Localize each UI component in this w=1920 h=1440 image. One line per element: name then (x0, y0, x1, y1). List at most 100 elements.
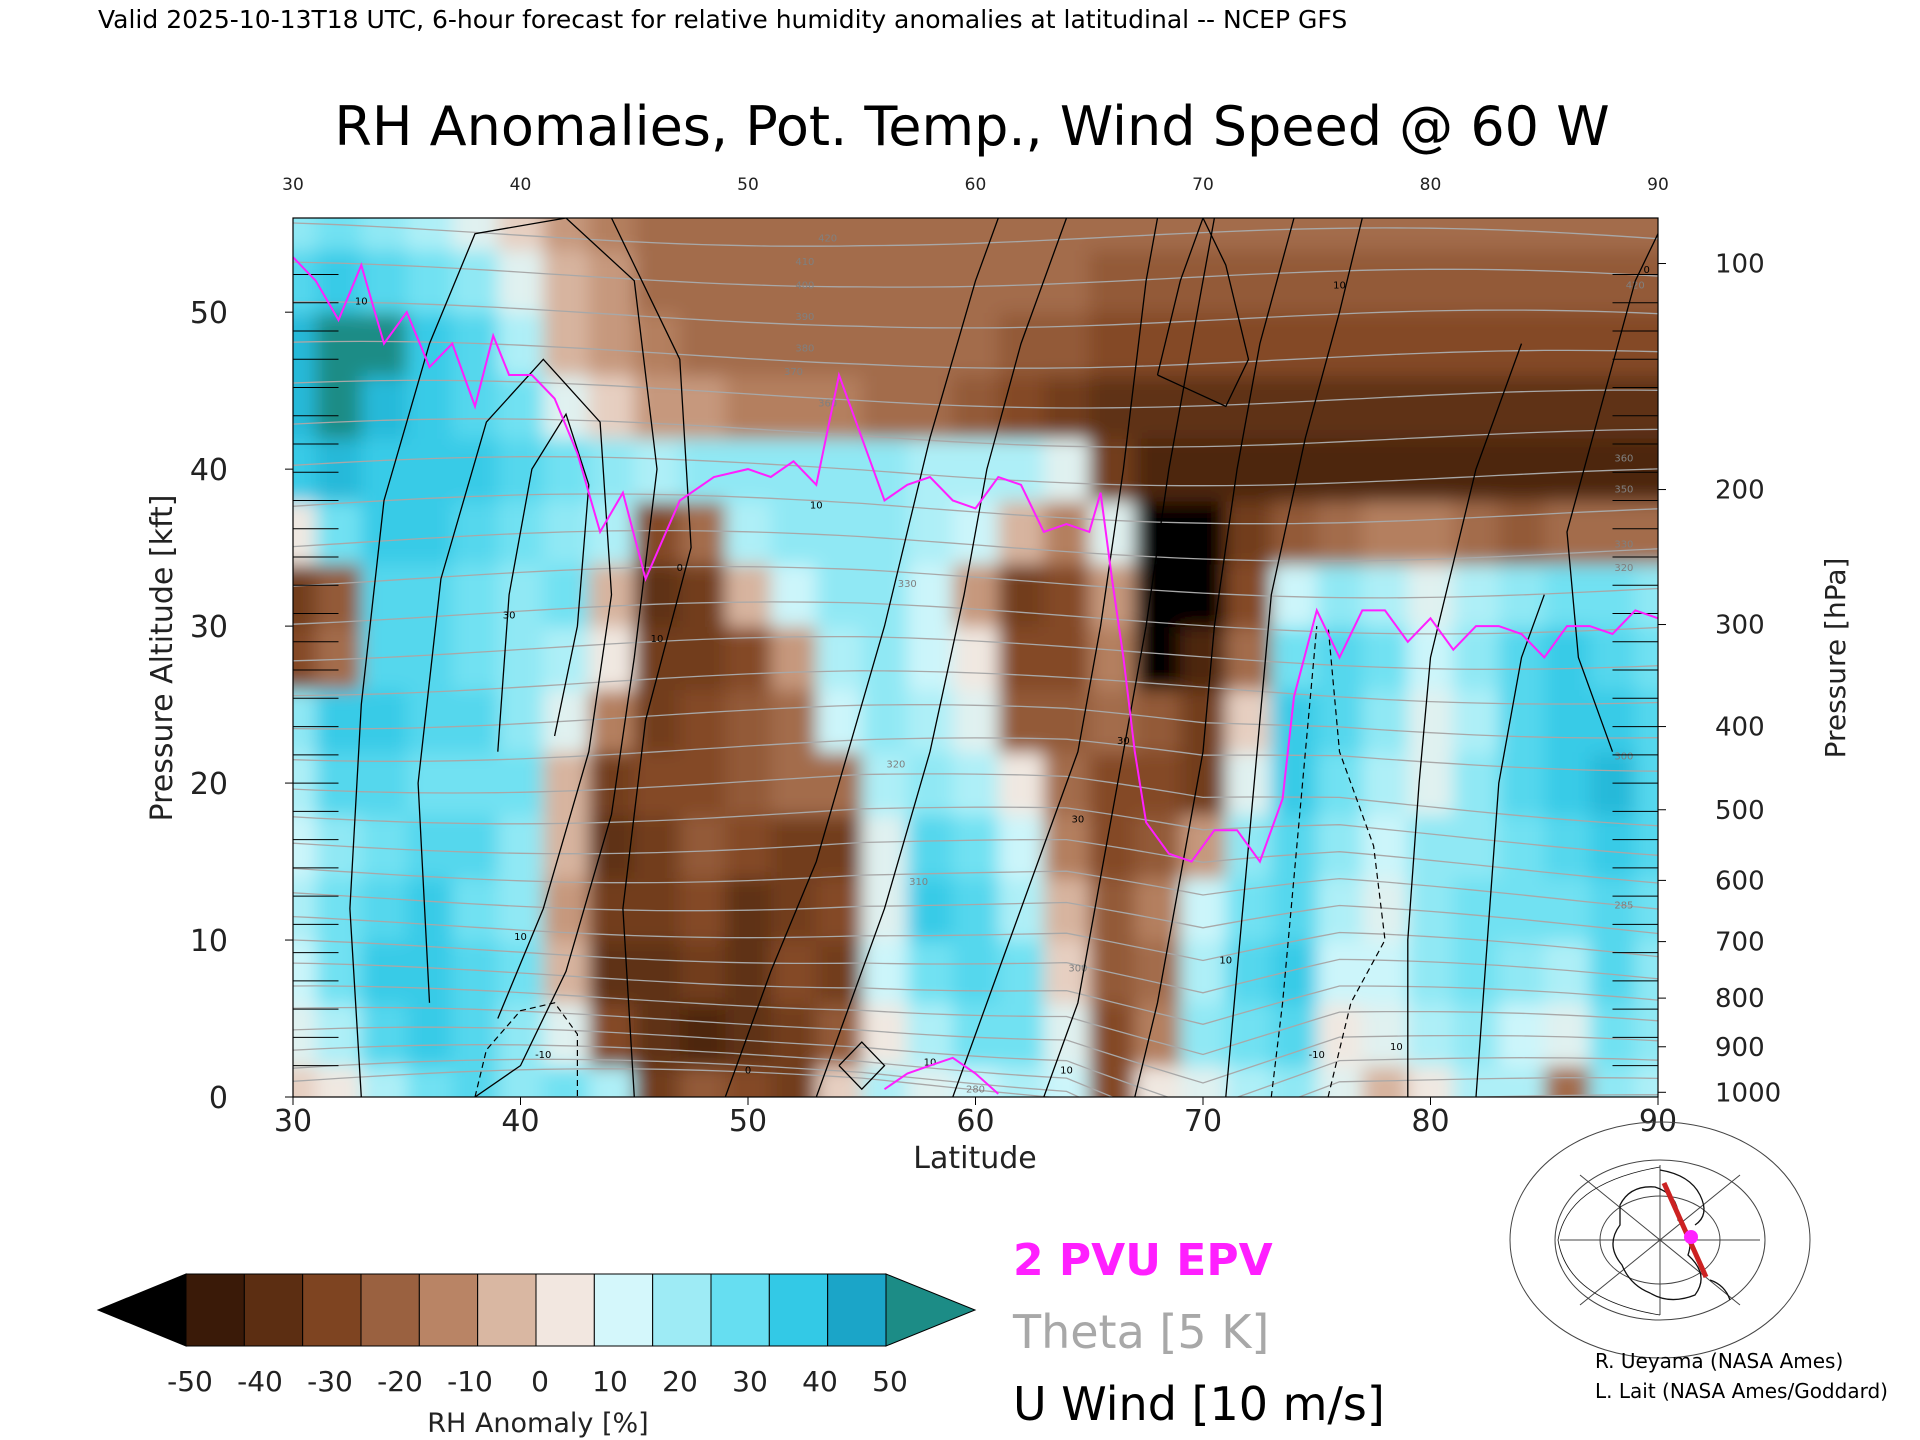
rh-cell (452, 437, 499, 502)
rh-cell (1316, 249, 1364, 314)
rh-cell (861, 1002, 909, 1067)
theta-contour (293, 418, 1658, 448)
colorbar-swatch (710, 1273, 770, 1347)
rh-cell (907, 500, 954, 565)
rh-cell (1316, 437, 1364, 502)
u-wind-contour (1475, 594, 1545, 1097)
theta-label: 380 (795, 343, 814, 354)
rh-cell (679, 500, 727, 565)
rh-cell (406, 751, 454, 816)
theta-label: 410 (795, 257, 814, 268)
rh-cell (1453, 877, 1500, 942)
rh-cell (907, 688, 954, 753)
theta-label: 310 (909, 877, 928, 888)
map-transect-line (1661, 1181, 1709, 1279)
rh-cell (998, 1002, 1045, 1067)
rh-cell (406, 940, 454, 1004)
colorbar-tick-label: -10 (447, 1365, 493, 1398)
rh-cell (679, 940, 727, 1004)
rh-cell (293, 563, 317, 628)
rh-cell (315, 877, 363, 942)
rh-cell (497, 563, 545, 628)
theta-label: 360 (1614, 453, 1633, 464)
u-wind-negative-contour (474, 1002, 578, 1097)
colorbar-swatch (768, 1273, 829, 1347)
rh-cell (1453, 940, 1500, 1004)
rh-cell (770, 626, 818, 690)
rh-cell (1635, 374, 1658, 439)
epv-2pvu-contour (883, 1056, 999, 1095)
epv-2pvu-contour (293, 256, 1658, 864)
theta-label: 280 (966, 1084, 985, 1095)
colorbar-high-triangle (885, 1273, 977, 1347)
rh-cell (1271, 218, 1318, 251)
rh-cell (315, 563, 363, 628)
rh-cell (1498, 877, 1546, 942)
rh-cell (315, 1065, 363, 1097)
rh-cell (1498, 500, 1546, 565)
colorbar-tick-label: -40 (237, 1365, 283, 1398)
u-wind-label: 0 (1643, 265, 1649, 276)
rh-cell (1362, 814, 1409, 879)
rh-cell (770, 374, 818, 439)
y-tick-label: 40 (190, 453, 228, 488)
rh-cell (952, 563, 1000, 628)
y-tick-label: 10 (190, 924, 228, 959)
rh-cell (1362, 437, 1409, 502)
rh-cell (315, 218, 363, 251)
theta-contour (293, 806, 1658, 856)
rh-cell (1498, 249, 1546, 314)
colorbar-swatch (827, 1273, 887, 1347)
rh-cell (1407, 374, 1455, 439)
rh-cell (725, 249, 772, 314)
u-wind-contour (952, 218, 1159, 1097)
colorbar-tick-label: 0 (531, 1365, 549, 1398)
top-tick-label: 80 (1420, 175, 1442, 195)
rh-cell (1635, 500, 1658, 565)
map-meridian (1579, 1174, 1741, 1306)
rh-cell (1271, 877, 1318, 942)
u-wind-contour (417, 358, 613, 1019)
colorbar-swatch (535, 1273, 595, 1347)
rh-cell (361, 814, 408, 879)
rh-cell (861, 814, 909, 879)
rh-cell (1180, 437, 1227, 502)
rh-cell (1089, 218, 1136, 251)
rh-cell (1180, 940, 1227, 1004)
top-tick-label: 60 (965, 175, 987, 195)
rh-cell (1544, 437, 1591, 502)
map-coastline (1612, 1186, 1702, 1301)
rh-cell (293, 312, 317, 376)
rh-cell (361, 437, 408, 502)
rh-cell (770, 249, 818, 314)
rh-cell (1316, 877, 1364, 942)
u-wind-contour (1134, 218, 1295, 1097)
rh-cell (1362, 218, 1409, 251)
rh-cell (679, 1002, 727, 1067)
rh-cell (543, 563, 590, 628)
rh-cell (861, 500, 909, 565)
theta-contour (293, 985, 1658, 1056)
rh-cell (1180, 1065, 1227, 1097)
rh-cell (770, 312, 818, 376)
theta-contour (293, 867, 1658, 910)
rh-cell (679, 312, 727, 376)
theta-contour (293, 301, 1658, 329)
rh-cell (406, 688, 454, 753)
u-wind-label: 0 (745, 1065, 751, 1076)
y-tick-label: 20 (190, 767, 228, 802)
theta-label: 320 (1614, 563, 1633, 574)
rh-cell (1362, 312, 1409, 376)
colorbar-low-triangle (96, 1273, 187, 1347)
rh-cell (497, 1002, 545, 1067)
rh-cell (952, 218, 1000, 251)
rh-cell (952, 437, 1000, 502)
pressure-tick-label: 100 (1715, 250, 1765, 280)
theta-label: 285 (1614, 901, 1633, 912)
rh-cell (1271, 500, 1318, 565)
u-wind-contour (610, 218, 692, 1097)
rh-cell (361, 688, 408, 753)
top-tick-label: 40 (510, 175, 532, 195)
rh-cell (1089, 1065, 1136, 1097)
rh-cell (634, 312, 681, 376)
